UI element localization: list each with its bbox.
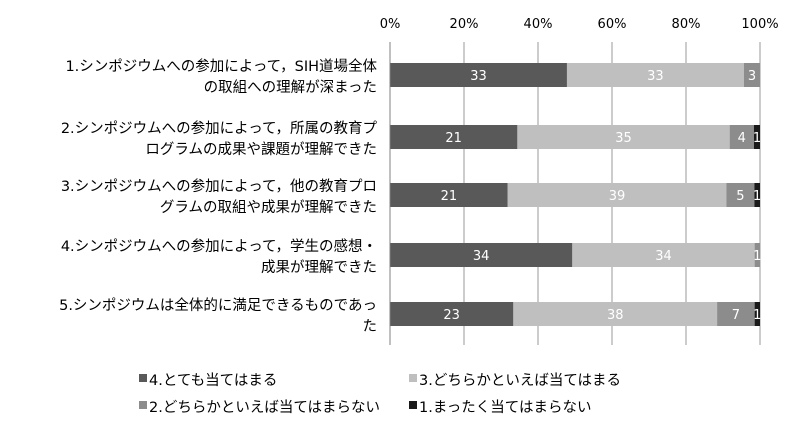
category-label: 1.シンポジウムへの参加によって，SIH道場全体 [65,57,377,75]
data-label: 5 [736,189,744,204]
data-label: 1 [753,131,761,146]
bar-segment [753,125,760,149]
data-label: 1 [753,308,761,323]
bar-segment [754,243,760,267]
bar-segment [717,302,755,326]
bar-segment [390,183,508,207]
bar-segment [754,302,760,326]
x-tick-label: 60% [598,17,627,32]
data-label: 4 [738,131,746,146]
legend-label: 3.どちらかといえば当てはまる [419,372,621,389]
data-label: 3 [748,69,756,84]
bar-segment [390,125,518,149]
legend-swatch [409,401,417,409]
data-label: 1 [753,249,761,264]
bar-segment [572,243,755,267]
data-label: 38 [607,308,624,323]
x-tick-label: 80% [672,17,701,32]
category-label: 4.シンポジウムへの参加によって，学生の感想・ [61,238,377,255]
category-label: 3.シンポジウムへの参加によって，他の教育プロ [61,178,377,195]
category-label: 2.シンポジウムへの参加によって，所属の教育プ [61,120,378,137]
category-label: 5.シンポジウムは全体的に満足できるものであっ [59,296,377,314]
category-label: 成果が理解できた [261,259,377,276]
legend-swatch [409,374,417,382]
bar-segment [513,302,718,326]
data-label: 39 [609,189,626,204]
legend-label: 4.とても当てはまる [149,372,277,389]
bar-segment [507,183,727,207]
bar-segment [390,63,567,87]
data-label: 23 [443,308,460,323]
category-label: ログラムの成果や課題が理解できた [145,141,377,158]
category-label: グラムの取組や成果が理解できた [160,199,377,216]
legend-label: 2.どちらかといえば当てはまらない [149,399,380,416]
bar-segment [754,183,760,207]
x-tick-label: 100% [741,17,778,32]
category-label: た [363,318,378,335]
category-label: の取組への理解が深まった [204,79,377,96]
bar-segment [726,183,755,207]
x-tick-label: 20% [450,17,479,32]
bar-segment [566,63,744,87]
bar-segment [390,302,514,326]
bar-segment [729,125,754,149]
data-label: 34 [655,249,672,264]
bar-segment [390,243,573,267]
legend-swatch [139,401,147,409]
data-label: 35 [615,131,632,146]
bar-segment [517,125,730,149]
legend-label: 1.まったく当てはまらない [419,399,591,416]
data-label: 21 [441,189,458,204]
data-label: 7 [732,308,740,323]
data-label: 33 [470,69,487,84]
x-tick-label: 0% [380,17,401,32]
x-tick-label: 40% [524,17,553,32]
data-label: 33 [647,69,664,84]
legend-swatch [139,374,147,382]
data-label: 34 [473,249,490,264]
data-label: 21 [445,131,462,146]
data-label: 1 [753,189,761,204]
bar-segment [743,63,760,87]
